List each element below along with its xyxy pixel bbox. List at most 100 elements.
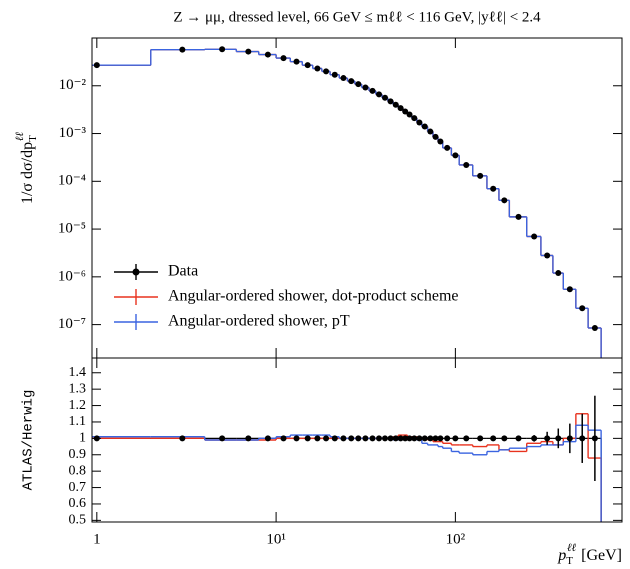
data-point (387, 98, 394, 105)
data-point (382, 435, 389, 442)
legend: Data Angular-ordered shower, dot-product … (114, 263, 459, 330)
data-point (323, 68, 330, 75)
y-label-sup: ℓℓ (14, 132, 26, 142)
data-point (387, 435, 394, 442)
data-point (432, 435, 439, 442)
y-tick-label: 10⁻⁷ (58, 316, 86, 332)
y-tick-label: 10⁻⁴ (58, 173, 86, 189)
data-point (219, 435, 226, 442)
y-label-text: 1/σ dσ/dp (19, 142, 36, 204)
data-point (427, 128, 434, 135)
y-tick-label: 0.7 (69, 480, 87, 495)
data-point (444, 144, 451, 151)
data-point (245, 48, 252, 55)
data-point (437, 138, 444, 145)
data-point (477, 435, 484, 442)
data-point (411, 115, 418, 122)
data-point (245, 435, 252, 442)
data-point (402, 435, 409, 442)
data-point (264, 435, 271, 442)
data-point (304, 62, 311, 69)
data-point (397, 435, 404, 442)
data-point (376, 435, 383, 442)
legend-marker (132, 268, 140, 276)
data-point (304, 435, 311, 442)
chart-title: Z → μμ, dressed level, 66 GeV ≤ mℓℓ < 11… (173, 9, 541, 25)
data-point (452, 435, 459, 442)
ratio-frame (91, 357, 623, 523)
legend-label: Angular-ordered shower, dot-product sche… (168, 288, 459, 305)
data-point (323, 435, 330, 442)
y-label-sub: T (27, 135, 39, 142)
x-tick-label: 10¹ (266, 531, 286, 547)
data-point (340, 75, 347, 82)
data-point (501, 435, 508, 442)
data-point (452, 152, 459, 159)
y-tick-label: 0.8 (69, 463, 87, 478)
data-point (280, 55, 287, 62)
y-tick-label: 10⁻³ (59, 125, 87, 141)
data-point (490, 435, 497, 442)
y-tick-label: 1.4 (69, 365, 87, 380)
data-point (402, 108, 409, 115)
data-point (331, 435, 338, 442)
data-point (392, 435, 399, 442)
data-point (591, 435, 598, 442)
x-label-unit: [GeV] (581, 547, 622, 564)
data-point (579, 305, 586, 312)
data-point (591, 324, 598, 331)
data-point (515, 435, 522, 442)
data-point (179, 435, 186, 442)
data-point (293, 58, 300, 65)
x-label-text: p (557, 547, 566, 564)
data-point (463, 435, 470, 442)
data-point (179, 46, 186, 53)
data-point (555, 435, 562, 442)
data-point (579, 435, 586, 442)
legend-label: Angular-ordered shower, pT (168, 313, 350, 330)
data-point (406, 111, 413, 118)
main-plot-area (92, 46, 602, 358)
x-tick-label: 1 (93, 531, 101, 547)
y-tick-label: 1.3 (69, 381, 87, 396)
data-point (544, 435, 551, 442)
y-tick-label: 0.9 (69, 447, 87, 462)
x-axis-label: pTℓℓ [GeV] (557, 542, 622, 567)
data-point (421, 435, 428, 442)
data-point (376, 91, 383, 98)
x-tick-label: 10² (446, 531, 466, 547)
data-point (392, 101, 399, 108)
y-axis-label: 1/σ dσ/dpTℓℓ (14, 132, 39, 204)
data-point (355, 435, 362, 442)
data-point (314, 65, 321, 72)
data-point (397, 105, 404, 112)
data-point (421, 123, 428, 130)
data-point (544, 252, 551, 259)
data-point (463, 161, 470, 168)
data-point (555, 270, 562, 277)
data-point (531, 233, 538, 240)
y-tick-label: 10⁻² (59, 77, 87, 93)
y-tick-label: 10⁻⁶ (58, 268, 86, 284)
data-point (437, 435, 444, 442)
data-point (416, 435, 423, 442)
data-point (369, 87, 376, 94)
data-point (362, 84, 369, 91)
data-point (280, 435, 287, 442)
data-point (382, 94, 389, 101)
data-point (432, 133, 439, 140)
data-point (490, 185, 497, 192)
legend-label: Data (168, 263, 198, 280)
data-point (314, 435, 321, 442)
data-point (477, 172, 484, 179)
data-point (566, 435, 573, 442)
data-point (293, 435, 300, 442)
y-tick-label: 0.6 (69, 496, 87, 511)
data-point (406, 435, 413, 442)
data-point (264, 51, 271, 58)
x-label-sub: T (566, 555, 573, 567)
data-point (355, 81, 362, 88)
data-point (427, 435, 434, 442)
data-point (93, 62, 100, 69)
